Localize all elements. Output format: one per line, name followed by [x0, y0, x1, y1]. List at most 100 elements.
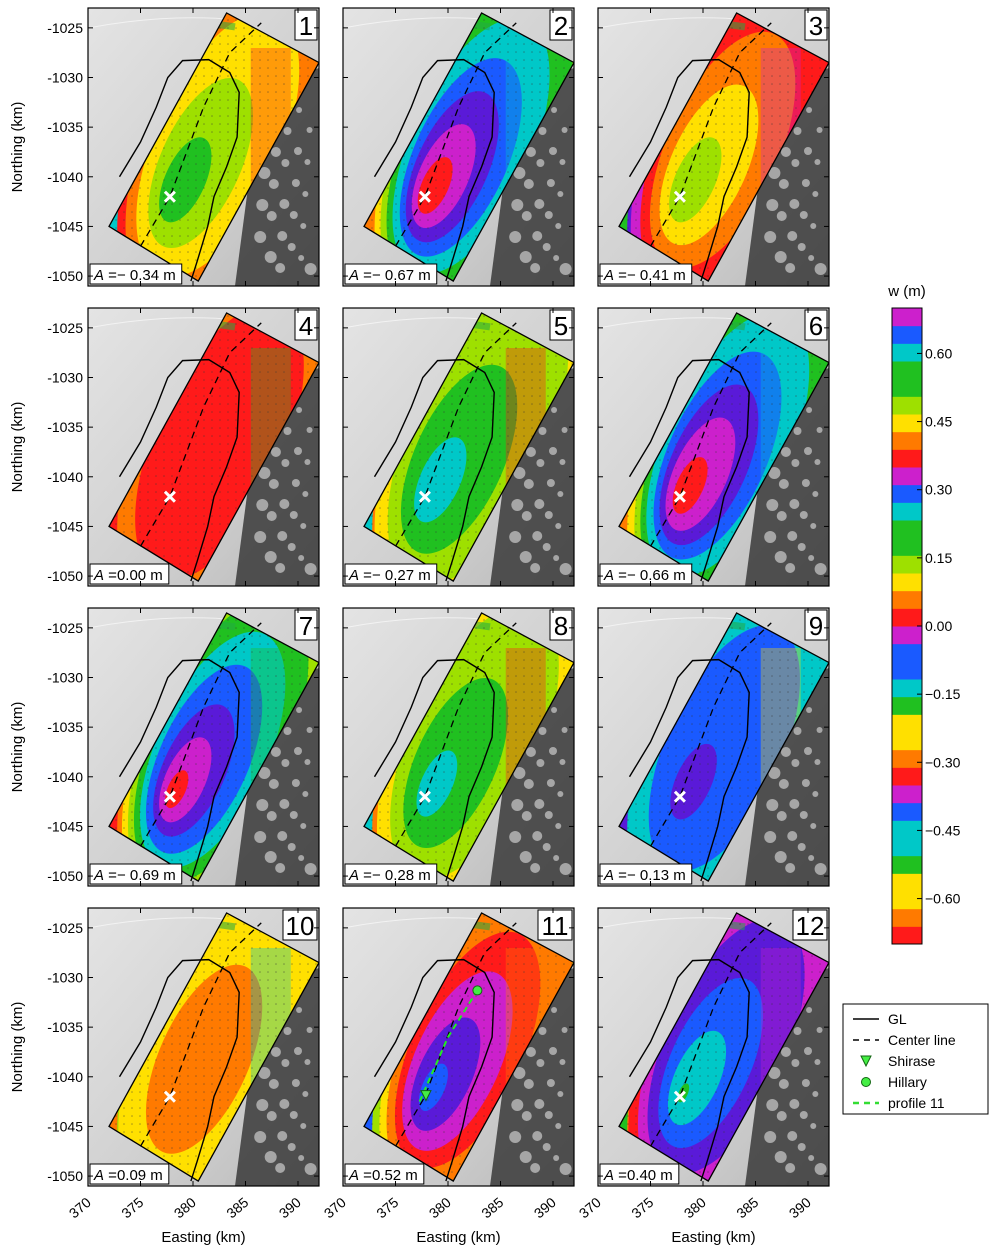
rock-outcrop — [490, 368, 574, 586]
colorbar-band — [892, 838, 922, 857]
amplitude-box — [344, 563, 438, 585]
amplitude-label: A =− 0.69 m — [93, 867, 176, 884]
colorbar-band — [892, 537, 922, 556]
data-extent-outline — [363, 612, 574, 882]
center-line — [394, 622, 517, 847]
y-tick-label: -1025 — [47, 320, 83, 336]
amplitude-label: A =0.40 m — [603, 1167, 673, 1184]
panel-frame — [342, 607, 575, 887]
panel-label-box — [294, 309, 318, 341]
center-line — [649, 922, 772, 1147]
y-tick-label: -1035 — [47, 119, 83, 135]
panel-frame — [597, 607, 830, 887]
reference-point-marker — [673, 190, 686, 203]
y-tick-label: -1035 — [47, 419, 83, 435]
panel-frame — [597, 307, 830, 587]
colorbar-band — [892, 449, 922, 468]
reference-point-marker — [673, 490, 686, 503]
rock-outcrop — [235, 668, 319, 886]
data-extent-outline — [363, 912, 574, 1182]
y-tick-label: -1040 — [47, 469, 83, 485]
data-extent-outline — [363, 12, 574, 282]
y-tick-label: -1045 — [47, 218, 83, 234]
amplitude-label: A =− 0.66 m — [603, 567, 686, 584]
colorbar-band — [892, 908, 922, 927]
colorbar-band — [892, 502, 922, 521]
panel-label-box — [294, 9, 318, 41]
center-line — [139, 922, 262, 1147]
y-tick-label: -1045 — [47, 1118, 83, 1134]
center-line — [394, 22, 517, 247]
colorbar-band — [892, 555, 922, 574]
panel-6: 6 A =− 0.66 m — [597, 307, 830, 587]
colorbar-band — [892, 926, 922, 945]
x-tick-label: 385 — [223, 1194, 251, 1221]
panel-label: 7 — [299, 611, 313, 641]
reference-point-marker — [163, 790, 176, 803]
rock-outcrop — [745, 68, 829, 286]
panel-5: 5 A =− 0.27 m — [342, 307, 575, 587]
y-tick-label: -1050 — [47, 1168, 83, 1184]
colorbar-band — [892, 873, 922, 892]
panel-frame — [87, 907, 320, 1187]
panel-label: 11 — [542, 911, 569, 941]
y-tick-label: -1030 — [47, 370, 83, 386]
colorbar-band — [892, 767, 922, 786]
y-tick-label: -1025 — [47, 920, 83, 936]
y-tick-label: -1030 — [47, 70, 83, 86]
grounding-line — [373, 358, 495, 582]
colorbar-band — [892, 520, 922, 539]
colorbar: w (m) 0.60 0.45 0.30 0.15 0.00 −0.15 −0.30 −0.45… — [887, 283, 961, 945]
hillary-marker — [472, 985, 483, 996]
panel-10: 10 A =0.09 m -1025 -1030 -1035 -1040 -1045 -105… — [9, 907, 320, 1246]
amplitude-label: A =0.52 m — [348, 1167, 418, 1184]
x-axis-label: Easting (km) — [416, 1229, 500, 1246]
amplitude-label: A =− 0.13 m — [603, 867, 686, 884]
rock-outcrop — [235, 968, 319, 1186]
amplitude-label: A =− 0.41 m — [603, 267, 686, 284]
x-tick-label: 370 — [321, 1194, 349, 1221]
amplitude-box — [89, 1163, 170, 1185]
colorbar-band — [892, 378, 922, 397]
panel-label-box — [804, 309, 828, 341]
rock-outcrop — [490, 668, 574, 886]
y-tick-label: -1030 — [47, 670, 83, 686]
center-line — [139, 622, 262, 847]
grounding-line — [118, 58, 240, 282]
panel-frame — [342, 7, 575, 287]
center-line — [139, 22, 262, 247]
y-tick-label: -1030 — [47, 970, 83, 986]
grounding-line — [118, 658, 240, 882]
colorbar-band — [892, 467, 922, 486]
rock-outcrop — [490, 968, 574, 1186]
panel-label: 12 — [796, 911, 825, 941]
amplitude-label: A =0.09 m — [93, 1167, 163, 1184]
legend-label: Hillary — [888, 1074, 927, 1090]
amplitude-label: A =− 0.27 m — [348, 567, 431, 584]
colorbar-band — [892, 785, 922, 804]
panel-frame — [597, 7, 830, 287]
amplitude-box — [599, 1163, 680, 1185]
grounding-line — [118, 358, 240, 582]
y-tick-label: -1050 — [47, 868, 83, 884]
colorbar-tick-label: −0.30 — [925, 754, 961, 770]
panel-label-box — [804, 9, 828, 41]
colorbar-tick-label: 0.15 — [925, 550, 952, 566]
colorbar-band — [892, 626, 922, 645]
panel-2: 2 A =− 0.67 m — [342, 7, 575, 287]
panel-frame — [342, 907, 575, 1187]
grounding-line — [373, 658, 495, 882]
data-extent-outline — [108, 912, 319, 1182]
grounding-line — [118, 958, 240, 1182]
rock-outcrop — [745, 668, 829, 886]
x-tick-label: 385 — [478, 1194, 506, 1221]
reference-point-marker — [673, 790, 686, 803]
amplitude-box — [89, 563, 170, 585]
y-tick-label: -1045 — [47, 518, 83, 534]
x-tick-label: 380 — [426, 1194, 454, 1221]
colorbar-band — [892, 820, 922, 839]
y-axis-label: Northing (km) — [9, 702, 26, 793]
panel-frame — [87, 7, 320, 287]
panel-frame — [597, 907, 830, 1187]
x-axis-label: Easting (km) — [161, 1229, 245, 1246]
